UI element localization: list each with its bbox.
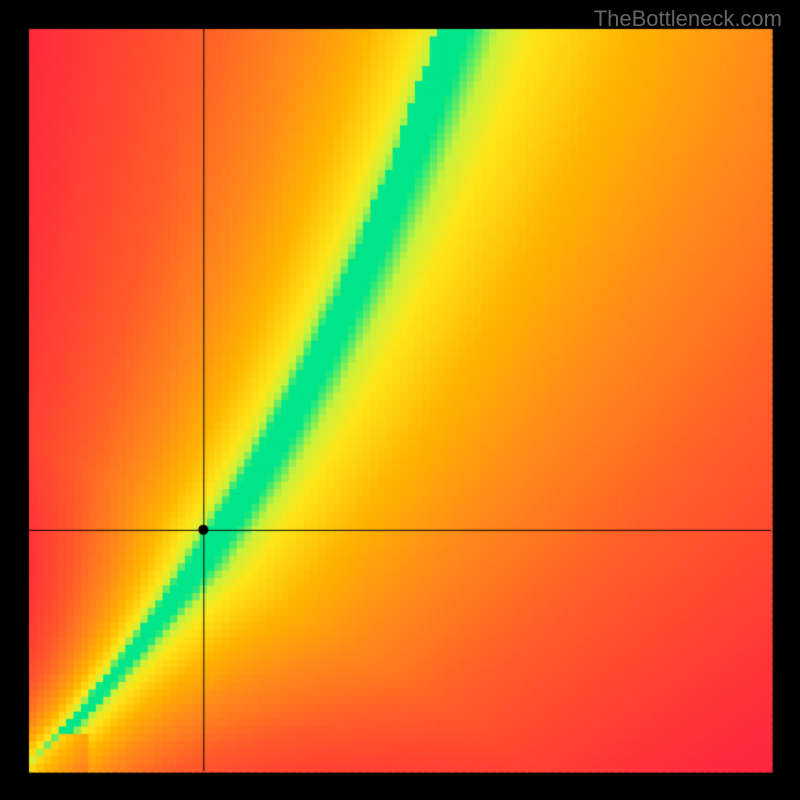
chart-container: { "watermark": "TheBottleneck.com", "can… <box>0 0 800 800</box>
watermark-text: TheBottleneck.com <box>594 6 782 32</box>
bottleneck-heatmap <box>0 0 800 800</box>
